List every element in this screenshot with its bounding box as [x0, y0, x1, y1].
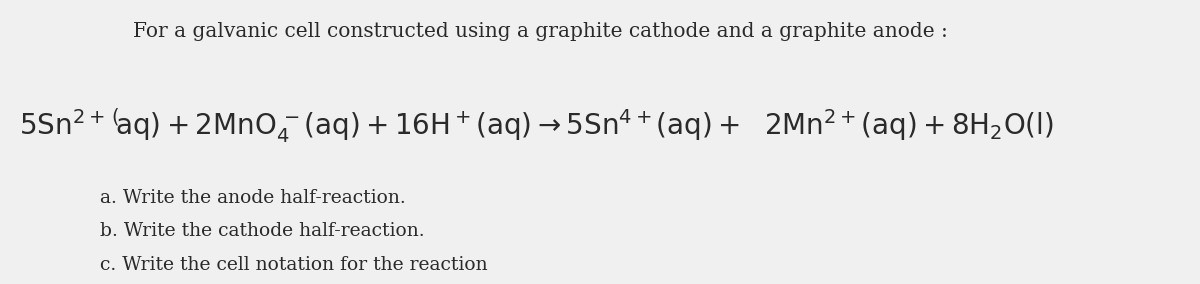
Text: For a galvanic cell constructed using a graphite cathode and a graphite anode :: For a galvanic cell constructed using a … [133, 22, 948, 41]
Text: c. Write the cell notation for the reaction: c. Write the cell notation for the react… [100, 256, 487, 273]
Text: a. Write the anode half-reaction.: a. Write the anode half-reaction. [100, 189, 406, 207]
Text: $\mathrm{5Sn}^{2+\,(}\!\mathrm{aq) + 2MnO_4^{\,-}(aq) + 16H^+(aq) \rightarrow 5S: $\mathrm{5Sn}^{2+\,(}\!\mathrm{aq) + 2Mn… [19, 106, 1054, 145]
Text: b. Write the cathode half-reaction.: b. Write the cathode half-reaction. [100, 222, 425, 240]
